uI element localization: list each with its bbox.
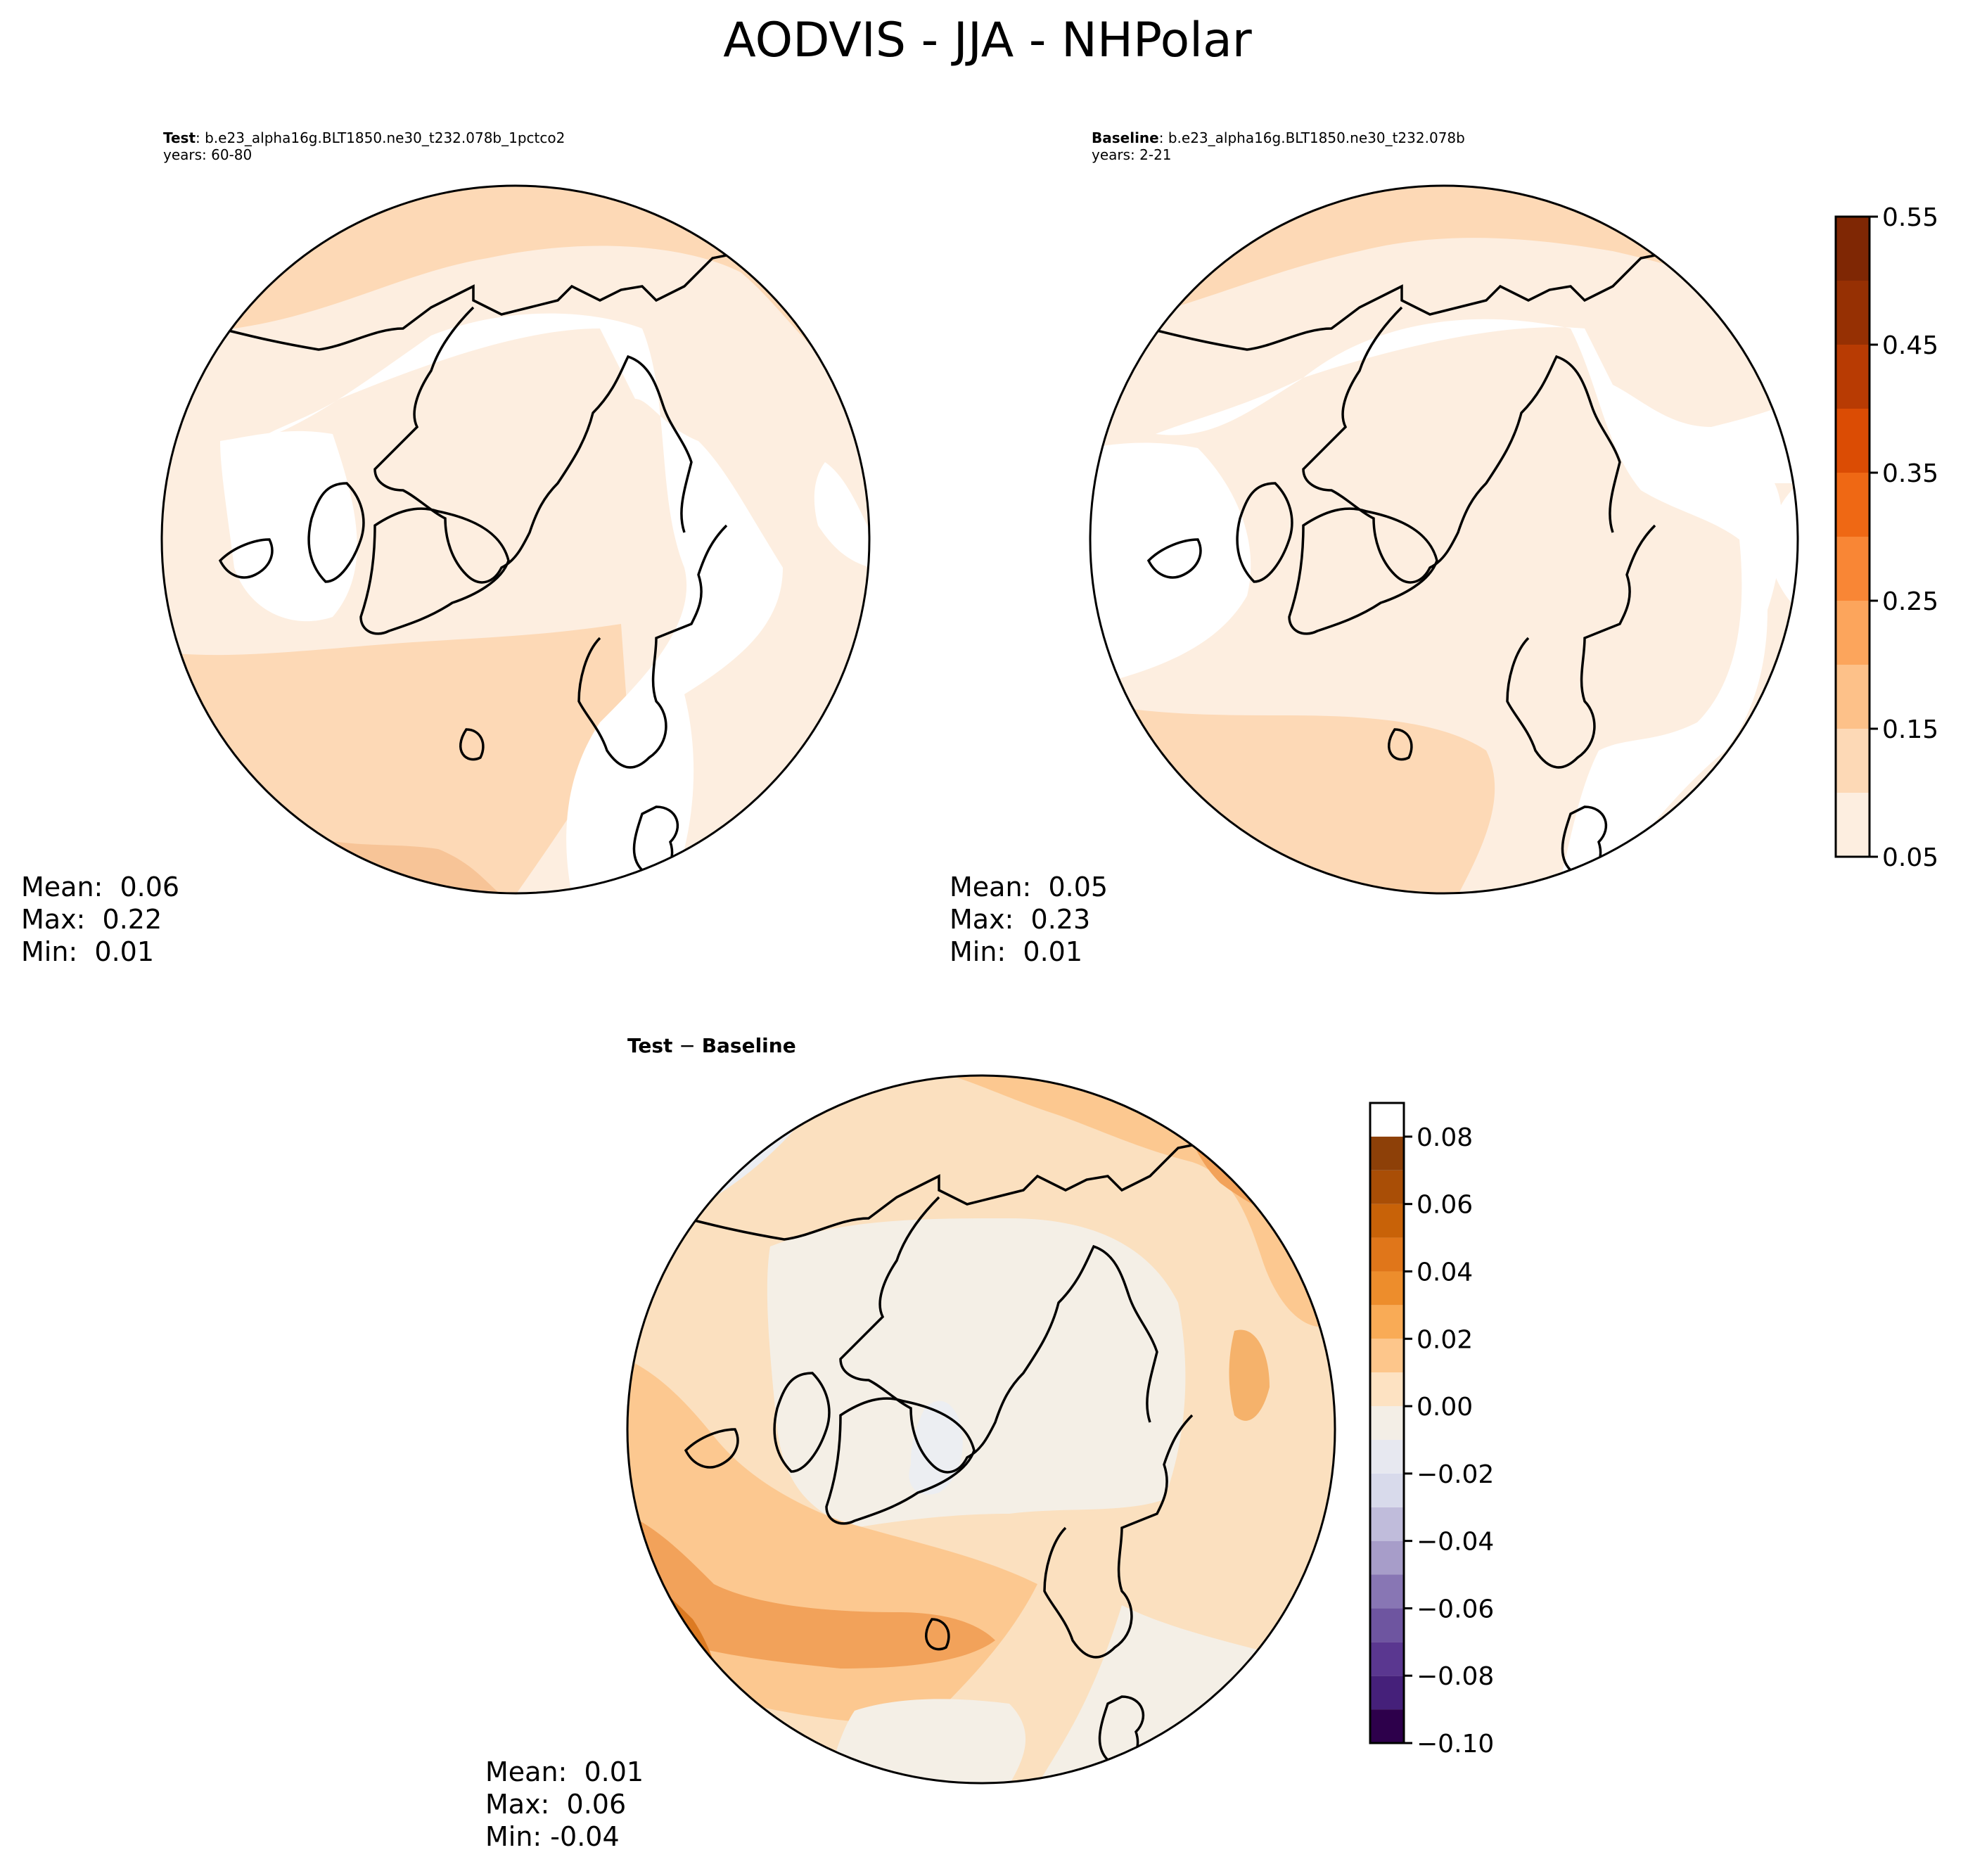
test-field-white-lobe [220, 430, 357, 622]
top-colorbar-swatch [1836, 537, 1869, 601]
diff-colorbar-tick-label: 0.04 [1417, 1258, 1473, 1287]
test-max: Max: 0.22 [21, 904, 162, 935]
diff-colorbar-swatch [1370, 1439, 1404, 1474]
diff-colorbar-swatch [1370, 1676, 1404, 1710]
top-colorbar-tick-label: 0.55 [1882, 203, 1938, 232]
top-colorbar-swatch [1836, 793, 1869, 857]
top-colorbar: 0.05 0.15 0.25 0.35 0.45 0.55 [1834, 203, 1938, 872]
diff-colorbar-swatch [1370, 1305, 1404, 1339]
baseline-map [1089, 184, 1799, 895]
top-colorbar-tick-label: 0.15 [1882, 715, 1938, 744]
top-colorbar-frame [1834, 215, 1871, 858]
test-mean: Mean: 0.06 [21, 872, 180, 902]
diff-colorbar-tick-label: −0.10 [1417, 1730, 1494, 1759]
baseline-stats: Mean: 0.05 Max: 0.23 Min: 0.01 [950, 871, 1108, 968]
diff-colorbar-frame [1369, 1102, 1405, 1744]
top-colorbar-swatch [1836, 729, 1869, 793]
diff-map [626, 1074, 1336, 1785]
baseline-field-white-west [1090, 442, 1251, 684]
top-colorbar-swatch [1836, 665, 1869, 729]
diff-colorbar-swatch [1370, 1204, 1404, 1238]
top-colorbar-tick-label: 0.35 [1882, 459, 1938, 488]
baseline-case-name: : b.e23_alpha16g.BLT1850.ne30_t232.078b [1158, 129, 1465, 146]
diff-colorbar-swatch [1370, 1372, 1404, 1407]
baseline-label: Baseline [1092, 129, 1159, 146]
top-colorbar-tick-label: 0.45 [1882, 331, 1938, 360]
diff-colorbar-swatch [1370, 1608, 1404, 1642]
diff-colorbar-swatch [1370, 1237, 1404, 1272]
diff-colorbar-tick-label: −0.08 [1417, 1662, 1494, 1691]
diff-colorbar-tick-label: 0.00 [1417, 1393, 1473, 1422]
diff-max: Max: 0.06 [485, 1789, 627, 1820]
diff-field-dark-east [1229, 1329, 1270, 1421]
top-colorbar-swatch [1836, 345, 1869, 409]
diff-colorbar-swatch [1370, 1271, 1404, 1306]
top-colorbar-swatch [1836, 473, 1869, 537]
diff-colorbar-swatch [1370, 1507, 1404, 1541]
baseline-years: years: 2-21 [1092, 146, 1172, 163]
top-colorbar-tick-label: 0.05 [1882, 843, 1938, 872]
test-label: Test [163, 129, 196, 146]
baseline-map-boundary [1089, 184, 1799, 895]
diff-colorbar-tick-label: 0.02 [1417, 1325, 1473, 1354]
diff-colorbar-tick-label: −0.06 [1417, 1595, 1494, 1623]
diff-map-boundary [626, 1074, 1336, 1785]
baseline-field-white-interior [1156, 319, 1798, 893]
diff-colorbar-swatch [1370, 1406, 1404, 1440]
diff-title-test: Test [627, 1034, 673, 1057]
test-years: years: 60-80 [163, 146, 253, 163]
top-colorbar-swatch [1836, 217, 1869, 281]
diff-field-purple-southeast-2 [1312, 1612, 1335, 1660]
diff-stats: Mean: 0.01 Max: 0.06 Min: -0.04 [485, 1756, 644, 1853]
top-colorbar-swatch [1836, 409, 1869, 473]
diff-colorbar-swatch [1370, 1136, 1404, 1170]
baseline-mean: Mean: 0.05 [950, 872, 1108, 902]
diff-mean: Mean: 0.01 [485, 1756, 644, 1787]
test-field-white-interior [255, 313, 783, 893]
diff-title-sep: − [672, 1034, 702, 1057]
diff-colorbar-swatch [1370, 1170, 1404, 1204]
diff-field-dark-band-south [627, 1514, 995, 1668]
test-field-band-north [162, 186, 869, 399]
test-map [160, 184, 871, 895]
top-colorbar-swatch [1836, 281, 1869, 345]
baseline-field-white-east [1768, 483, 1798, 610]
diff-colorbar-swatch [1370, 1574, 1404, 1609]
test-field-white-east [814, 462, 869, 568]
diff-colorbar-tick-label: 0.06 [1417, 1191, 1473, 1220]
figure-title: AODVIS - JJA - NHPolar [723, 13, 1252, 68]
baseline-panel-title: Baseline: b.e23_alpha16g.BLT1850.ne30_t2… [1092, 129, 1465, 163]
diff-panel-title: Test − Baseline [627, 1034, 796, 1057]
diff-colorbar-tick-label: −0.02 [1417, 1460, 1494, 1489]
baseline-min: Min: 0.01 [950, 936, 1082, 967]
top-colorbar-tick-label: 0.25 [1882, 587, 1938, 616]
baseline-max: Max: 0.23 [950, 904, 1091, 935]
diff-colorbar-tick-label: 0.08 [1417, 1123, 1473, 1152]
diff-colorbar-swatch [1370, 1473, 1404, 1507]
diff-colorbar-swatch [1370, 1540, 1404, 1575]
diff-colorbar-swatch [1370, 1709, 1404, 1743]
diff-field-neutral-core [767, 1218, 1186, 1528]
test-case-name: : b.e23_alpha16g.BLT1850.ne30_t232.078b_… [196, 129, 565, 146]
baseline-field-band-south [1090, 701, 1495, 893]
diff-colorbar-tick-label: −0.04 [1417, 1528, 1494, 1557]
test-min: Min: 0.01 [21, 936, 154, 967]
diff-colorbar-swatch [1370, 1642, 1404, 1676]
test-stats: Mean: 0.06 Max: 0.22 Min: 0.01 [21, 871, 179, 968]
diff-title-baseline: Baseline [701, 1034, 796, 1057]
diff-min: Min: -0.04 [485, 1821, 620, 1852]
test-map-boundary [160, 184, 871, 895]
diff-field-neutral-south [826, 1699, 1026, 1783]
diff-colorbar-swatch [1370, 1339, 1404, 1373]
diff-colorbar: −0.10 −0.08 −0.06 −0.04 −0.02 0.00 0.02 0.04 0.0… [1369, 1102, 1494, 1759]
test-panel-title: Test: b.e23_alpha16g.BLT1850.ne30_t232.0… [163, 129, 565, 163]
top-colorbar-swatch [1836, 601, 1869, 665]
